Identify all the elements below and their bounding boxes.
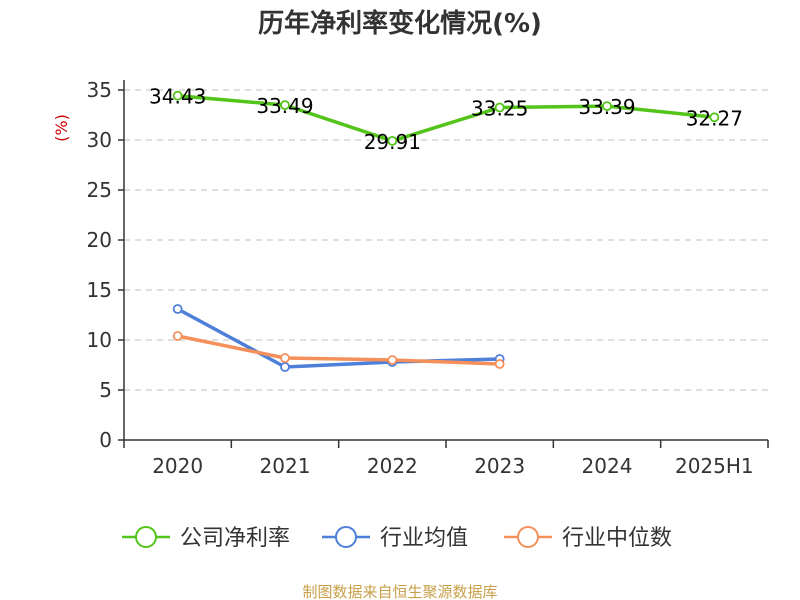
x-tick-label: 2020 (152, 454, 203, 478)
data-label: 34.43 (149, 85, 206, 109)
grid-lines (124, 89, 768, 391)
data-point (494, 102, 505, 113)
y-tick-label: 0 (99, 428, 112, 452)
data-labels: 34.43 33.49 29.91 33.25 33.39 32.27 (149, 85, 743, 154)
chart-title: 历年净利率变化情况(%) (258, 8, 542, 39)
data-label: 33.49 (256, 94, 313, 118)
legend-marker (517, 526, 539, 548)
x-tick-label: 2024 (582, 454, 633, 478)
data-point (387, 135, 398, 146)
data-label: 33.39 (578, 95, 635, 119)
y-tick-label: 10 (87, 328, 112, 352)
y-tick-label: 25 (87, 178, 112, 202)
source-note: 制图数据来自恒生聚源数据库 (302, 583, 497, 600)
legend-marker (335, 526, 357, 548)
legend-label: 行业均值 (380, 526, 468, 551)
y-tick-label: 30 (87, 128, 112, 152)
data-point (172, 331, 183, 341)
x-tick-label: 2022 (367, 454, 418, 478)
x-tick-label: 2021 (260, 454, 311, 478)
series-line-2 (177, 334, 500, 366)
y-tick-label: 5 (99, 378, 112, 402)
series-lines (172, 90, 720, 372)
data-point (172, 90, 183, 101)
data-point (602, 101, 612, 111)
data-label: 29.91 (364, 130, 421, 154)
data-point (494, 359, 505, 369)
x-tick-label: 2023 (474, 454, 525, 478)
legend: 公司净利率 行业均值 行业中位数 (122, 526, 672, 551)
data-label: 32.27 (686, 106, 743, 130)
data-point (280, 353, 290, 363)
data-point (280, 100, 290, 110)
legend-marker (135, 526, 157, 548)
data-point (387, 355, 398, 365)
data-label: 33.25 (471, 97, 528, 121)
data-point (709, 112, 720, 123)
axes: 0 5 10 15 20 25 30 35 2020 2021 2022 2023 2024 2025H1 (87, 78, 769, 478)
legend-label: 行业中位数 (562, 526, 672, 551)
y-tick-label: 20 (87, 228, 112, 252)
y-tick-label: 35 (87, 78, 112, 102)
y-tick-label: 15 (87, 278, 112, 302)
data-point (280, 362, 290, 372)
legend-label: 公司净利率 (180, 526, 290, 551)
x-tick-label: 2025H1 (675, 454, 754, 478)
y-axis-label: (%) (52, 114, 71, 142)
series-line-0 (177, 93, 715, 143)
data-point (172, 304, 183, 314)
